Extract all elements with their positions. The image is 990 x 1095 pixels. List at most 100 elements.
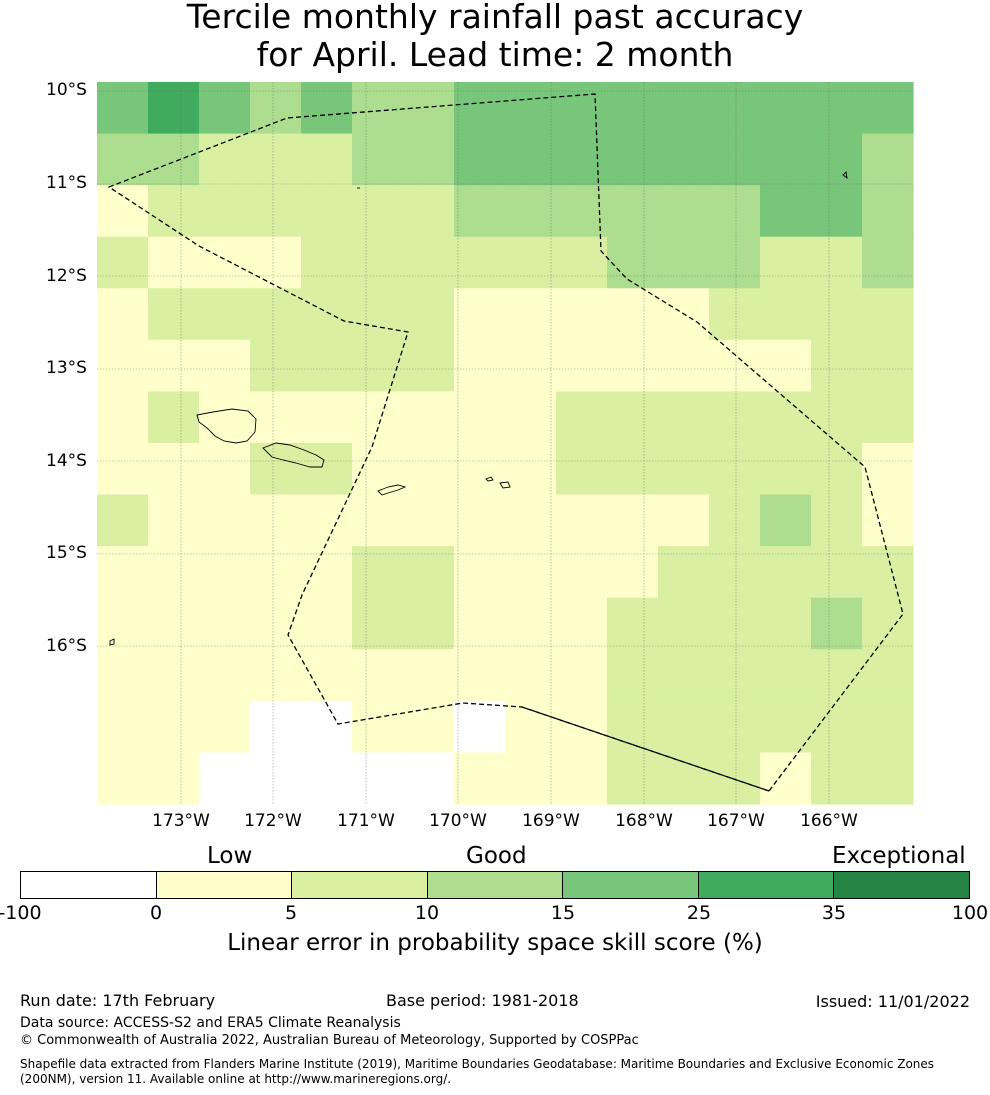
grid-cell (505, 546, 557, 599)
grid-cell (301, 82, 353, 135)
grid-cell (556, 288, 608, 341)
grid-cell (862, 752, 914, 805)
grid-cell (658, 339, 710, 393)
grid-cell (199, 236, 251, 289)
grid-cell (403, 546, 455, 599)
grid-cell (607, 443, 659, 496)
grid-cell (505, 185, 557, 238)
colorbar-tick: 15 (550, 902, 576, 924)
grid-cell (607, 546, 659, 599)
grid-cell (403, 391, 455, 444)
grid-cell (607, 597, 659, 650)
grid-cell (505, 339, 557, 393)
issued-date: Issued: 11/01/2022 (815, 992, 970, 1011)
grid-cell (709, 597, 761, 650)
grid-cell (505, 700, 557, 754)
grid-cell (250, 752, 302, 805)
grid-cell (352, 339, 404, 393)
grid-cell (760, 82, 812, 135)
grid-cell (403, 700, 455, 754)
grid-cell (607, 700, 659, 754)
lon-label-168w: 168°W (615, 811, 673, 831)
grid-cell (505, 752, 557, 805)
lon-label-171w: 171°W (337, 811, 395, 831)
grid-cell (148, 752, 200, 805)
grid-cell (97, 494, 149, 547)
colorbar-segment (156, 872, 293, 898)
grid-cell (250, 339, 302, 393)
grid-cell (505, 597, 557, 650)
grid-cell (709, 82, 761, 135)
grid-cell (301, 752, 353, 805)
map-title-line2: for April. Lead time: 2 month (256, 35, 734, 74)
grid-cell (250, 391, 302, 444)
lon-label-170w: 170°W (429, 811, 487, 831)
grid-cell (658, 133, 710, 186)
grid-cell (658, 700, 710, 754)
grid-cell (352, 185, 404, 238)
grid-cell (199, 546, 251, 599)
grid-cell (760, 649, 812, 702)
lat-label-11s: 11°S (46, 173, 87, 193)
grid-cell (862, 339, 914, 393)
grid-cell (811, 649, 863, 702)
copyright-notice: © Commonwealth of Australia 2022, Austra… (20, 1033, 639, 1048)
grid-cell (709, 752, 761, 805)
grid-cell (148, 185, 200, 238)
grid-cell (250, 82, 302, 135)
grid-cell (454, 288, 506, 341)
legend-category-good: Good (466, 843, 527, 869)
grid-cell (250, 236, 302, 289)
legend-category-exceptional: Exceptional (832, 843, 966, 869)
grid-cell (760, 546, 812, 599)
run-date: Run date: 17th February (20, 991, 216, 1010)
grid-cell (556, 339, 608, 393)
grid-cell (658, 82, 710, 135)
grid-cell (811, 236, 863, 289)
skill-grid (97, 82, 914, 805)
grid-cell (556, 494, 608, 547)
lat-label-15s: 15°S (46, 543, 87, 563)
grid-cell (199, 649, 251, 702)
grid-cell (250, 597, 302, 650)
grid-cell (148, 391, 200, 444)
grid-cell (760, 494, 812, 547)
grid-cell (607, 752, 659, 805)
colorbar-label: Linear error in probability space skill … (227, 930, 763, 956)
grid-cell (352, 700, 404, 754)
grid-cell (607, 649, 659, 702)
colorbar-segment (292, 872, 428, 898)
grid-cell (760, 236, 812, 289)
island-tau (499, 481, 511, 489)
grid-cell (250, 185, 302, 238)
grid-cell (97, 236, 149, 289)
grid-cell (199, 82, 251, 135)
data-source: Data source: ACCESS-S2 and ERA5 Climate … (20, 1015, 401, 1031)
grid-cell (607, 288, 659, 341)
grid-cell (250, 546, 302, 599)
grid-cell (403, 133, 455, 186)
grid-cell (454, 236, 506, 289)
grid-cell (352, 494, 404, 547)
rainfall-skill-map (97, 82, 914, 805)
grid-cell (709, 494, 761, 547)
base-period: Base period: 1981-2018 (386, 991, 579, 1010)
grid-cell (607, 236, 659, 289)
grid-cell (148, 339, 200, 393)
colorbar-tick: 5 (284, 902, 298, 924)
grid-cell (658, 752, 710, 805)
grid-cell (709, 649, 761, 702)
colorbar-tick: 100 (951, 902, 989, 924)
grid-cell (97, 597, 149, 650)
grid-cell (505, 288, 557, 341)
grid-cell (454, 700, 506, 754)
lat-label-16s: 16°S (46, 636, 87, 656)
grid-cell (607, 133, 659, 186)
grid-cell (352, 752, 404, 805)
grid-cell (505, 391, 557, 444)
grid-cell (556, 443, 608, 496)
grid-cell (709, 288, 761, 341)
grid-cell (148, 494, 200, 547)
grid-cell (709, 546, 761, 599)
grid-cell (352, 443, 404, 496)
